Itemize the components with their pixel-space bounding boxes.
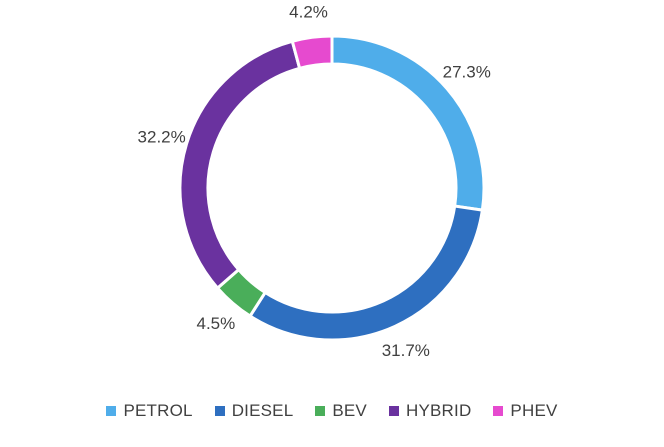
data-label-hybrid: 32.2% xyxy=(138,127,186,146)
legend-item-phev: PHEV xyxy=(493,401,557,421)
legend-item-petrol: PETROL xyxy=(106,401,192,421)
legend-label: PHEV xyxy=(510,401,558,420)
data-label-diesel: 31.7% xyxy=(382,341,430,360)
data-label-phev: 4.2% xyxy=(289,3,328,22)
legend-label: HYBRID xyxy=(405,401,472,420)
legend-item-bev: BEV xyxy=(315,401,367,421)
slice-hybrid xyxy=(178,39,302,291)
labels-layer: 27.3% 31.7% 4.5% 32.2% 4.2% xyxy=(138,3,491,360)
slices-layer xyxy=(178,34,486,342)
legend-swatch xyxy=(315,406,326,416)
legend-label: DIESEL xyxy=(231,401,294,420)
legend: PETROL DIESEL BEV HYBRID PHEV xyxy=(0,398,664,424)
data-label-petrol: 27.3% xyxy=(443,63,491,82)
data-label-bev: 4.5% xyxy=(197,314,236,333)
legend-item-hybrid: HYBRID xyxy=(388,401,472,421)
slice-diesel xyxy=(248,204,485,342)
legend-swatch xyxy=(493,406,504,416)
slice-phev xyxy=(290,34,334,71)
legend-label: PETROL xyxy=(123,401,193,420)
legend-swatch xyxy=(106,406,117,416)
legend-label: BEV xyxy=(332,401,367,420)
legend-swatch xyxy=(214,406,225,416)
legend-swatch xyxy=(388,406,399,416)
legend-item-diesel: DIESEL xyxy=(214,401,294,421)
